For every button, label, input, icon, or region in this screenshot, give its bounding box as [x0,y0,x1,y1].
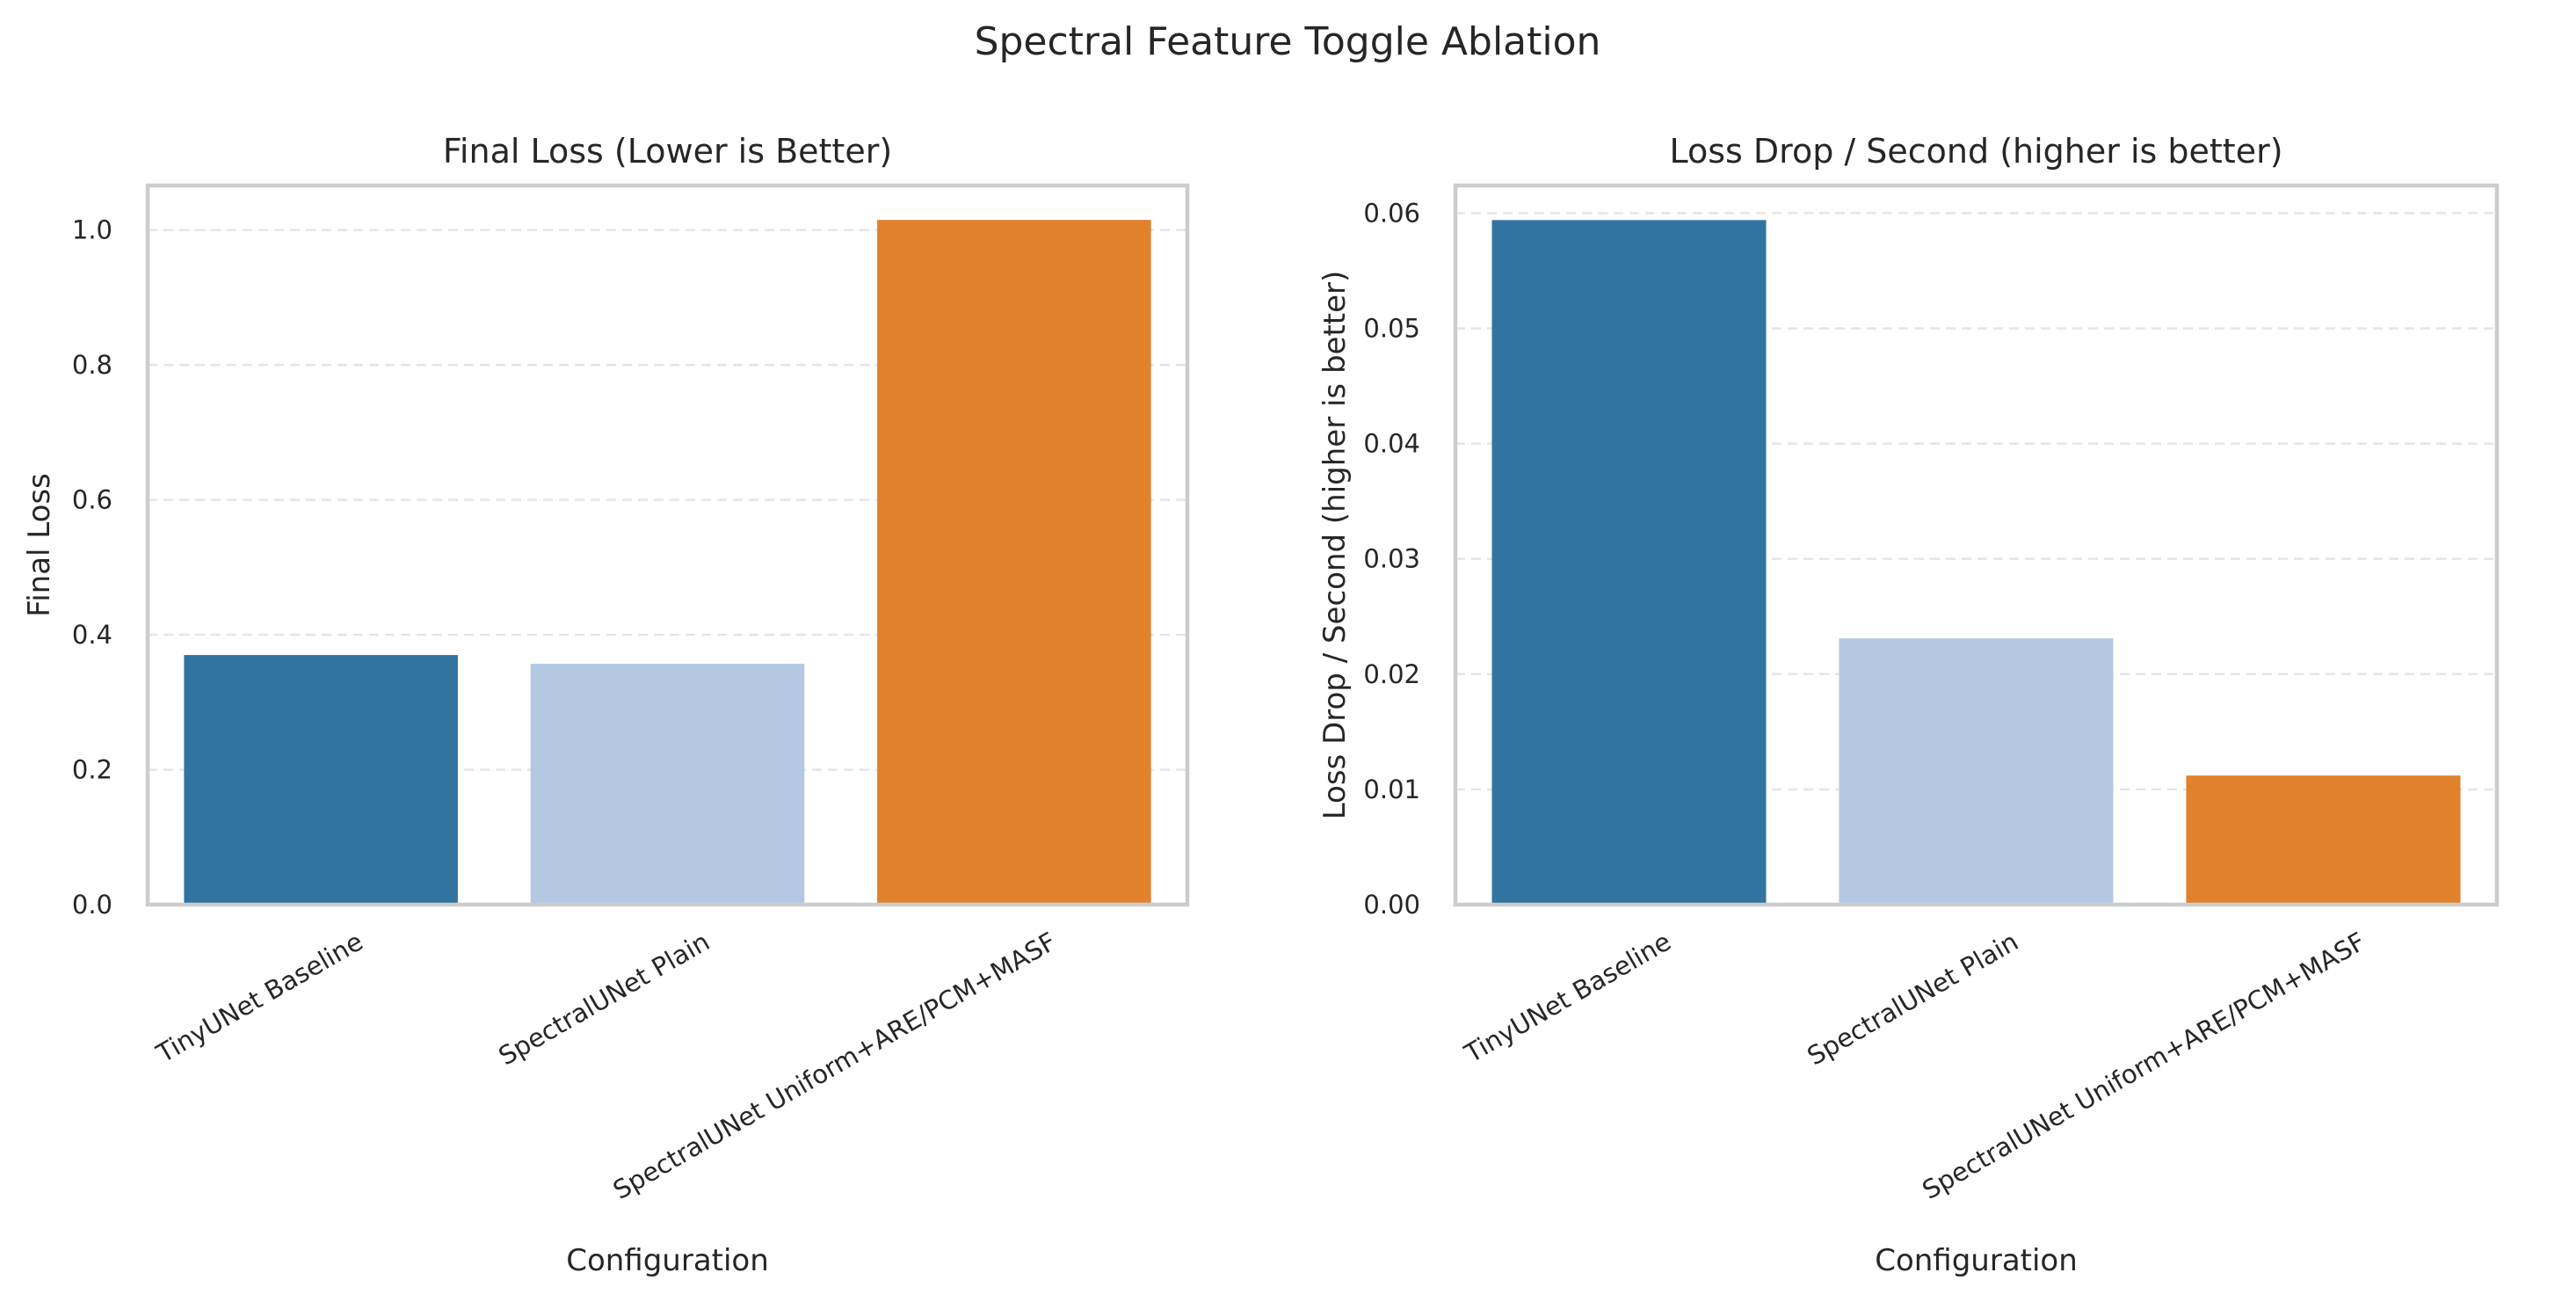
right-chart-ytick-label: 0.05 [1363,314,1420,344]
right-chart-ytick-label: 0.04 [1363,429,1420,459]
right-chart-bar [1491,220,1767,906]
right-chart-ytick-label: 0.06 [1363,198,1420,228]
left-chart-bar [184,655,458,905]
left-chart-xtick-label: TinyUNet Baseline [151,927,368,1069]
figure-suptitle: Spectral Feature Toggle Ablation [975,19,1601,64]
left-chart-ylabel: Final Loss [22,473,57,617]
right-chart-ytick-label: 0.02 [1363,659,1420,689]
left-chart-frame [145,183,1190,907]
right-chart-ytick-label: 0.00 [1363,890,1420,920]
right-chart-bar [1839,638,2114,905]
left-chart-ytick-label: 0.8 [72,350,112,380]
right-chart-ytick-label: 0.03 [1363,544,1420,574]
left-chart-ytick-label: 0.2 [72,755,112,785]
right-chart-ytick-label: 0.01 [1363,775,1420,804]
left-chart-ytick-label: 0.4 [72,620,112,650]
right-chart-bar [2186,775,2461,905]
left-chart-group: 0.0 0.2 0.4 0.6 0.8 1.0 TinyUNet Baseline Spect… [22,132,1190,1278]
left-chart-xtick-label: SpectralUNet Plain [493,927,715,1072]
left-chart-ytick-label: 0.0 [72,890,112,920]
right-chart-xlabel: Configuration [1875,1243,2078,1278]
left-chart-ytick-label: 0.6 [72,485,112,515]
right-chart-xtick-label: TinyUNet Baseline [1459,927,1676,1069]
right-chart-ylabel: Loss Drop / Second (higher is better) [1317,271,1353,820]
right-chart-title: Loss Drop / Second (higher is better) [1669,132,2282,171]
left-chart-ytick-label: 1.0 [72,215,112,245]
left-chart-bar [877,220,1151,906]
left-chart-bar [530,664,805,905]
right-chart-frame [1453,183,2500,907]
right-chart-xtick-label: SpectralUNet Plain [1802,927,2023,1072]
right-chart-group: 0.00 0.01 0.02 0.03 0.04 0.05 0.06 TinyUNet Bas… [1317,132,2500,1278]
left-chart-xlabel: Configuration [566,1243,769,1278]
left-chart-title: Final Loss (Lower is Better) [443,132,892,171]
